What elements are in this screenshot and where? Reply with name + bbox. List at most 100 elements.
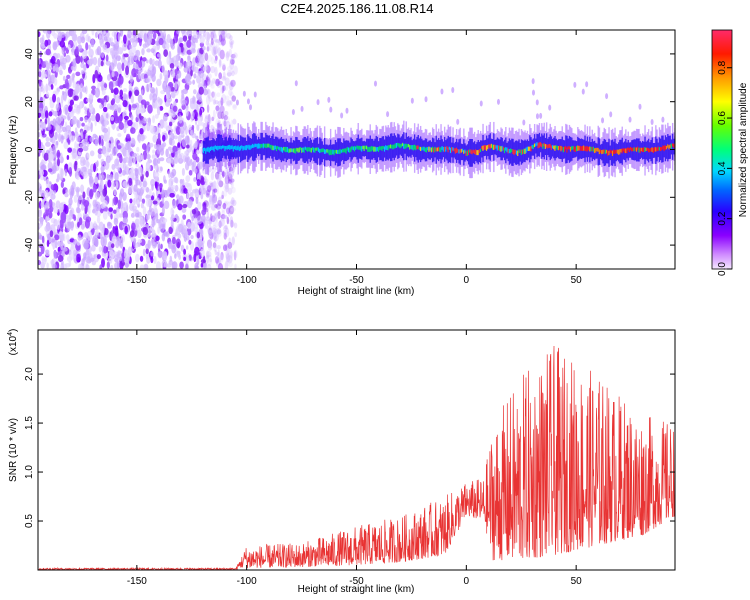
signal-core [434, 146, 436, 153]
noise-speckle [193, 177, 197, 182]
noise-speckle [231, 186, 236, 194]
noise-speckle [188, 239, 192, 245]
signal-core [519, 149, 522, 153]
noise-speckle [212, 99, 216, 105]
noise-speckle [52, 93, 57, 103]
noise-speckle [190, 115, 194, 123]
noise-speckle [113, 87, 119, 95]
noise-speckle [231, 199, 237, 207]
signal-core [398, 143, 400, 148]
noise-speckle [213, 46, 218, 55]
noise-speckle [210, 31, 215, 40]
noise-speckle [125, 65, 129, 76]
noise-speckle [100, 158, 105, 166]
noise-speckle [132, 156, 136, 165]
noise-speckle [55, 103, 60, 112]
noise-speckle [111, 50, 115, 56]
noise-speckle [132, 208, 138, 214]
noise-speckle [92, 74, 96, 84]
signal-core [502, 146, 505, 151]
noise-speckle [168, 181, 172, 188]
noise-speckle [142, 248, 146, 257]
noise-speckle [230, 40, 234, 50]
signal-core [262, 143, 265, 149]
signal-core [231, 145, 234, 149]
noise-speckle [224, 260, 229, 269]
noise-speckle [215, 216, 218, 223]
signal-core [249, 145, 252, 150]
noise-speckle [224, 224, 228, 230]
signal-core [667, 144, 669, 148]
noise-speckle [223, 168, 229, 178]
noise-speckle [169, 63, 175, 69]
noise-speckle [59, 40, 66, 48]
noise-speckle [197, 238, 203, 248]
signal-core [357, 145, 360, 150]
noise-speckle [213, 45, 219, 54]
noise-speckle [214, 55, 218, 61]
noise-speckle [208, 217, 212, 225]
noise-speckle [211, 184, 217, 192]
noise-speckle [43, 152, 49, 161]
noise-speckle [210, 171, 215, 181]
noise-speckle [196, 231, 201, 239]
noise-speckle [187, 221, 192, 230]
signal-band [241, 136, 243, 162]
noise-speckle [226, 171, 230, 177]
noise-speckle [103, 234, 108, 240]
noise-speckle [229, 35, 233, 41]
signal-core [274, 145, 277, 150]
signal-core [343, 148, 345, 153]
colorbar: 0.00.20.40.60.8 Normalized spectral ampl… [711, 29, 749, 276]
noise-speckle [38, 57, 41, 66]
signal-core [655, 147, 657, 152]
noise-speckle [218, 80, 223, 86]
noise-speckle [40, 165, 46, 170]
noise-speckle [211, 91, 215, 98]
noise-speckle [104, 118, 108, 128]
signal-core [259, 143, 261, 149]
signal-core [607, 150, 609, 156]
noise-speckle [218, 160, 222, 170]
noise-speckle [222, 214, 228, 219]
signal-speckle [242, 90, 246, 97]
noise-speckle [139, 255, 144, 262]
noise-speckle [102, 211, 108, 220]
noise-speckle [228, 254, 233, 262]
noise-speckle [51, 165, 57, 174]
noise-speckle [45, 201, 50, 206]
noise-speckle [184, 135, 190, 144]
noise-speckle [195, 37, 199, 44]
noise-speckle [218, 40, 224, 46]
signal-core [663, 145, 666, 152]
signal-core [543, 142, 546, 147]
noise-speckle [194, 246, 200, 256]
signal-core [643, 147, 645, 152]
signal-core [597, 147, 600, 152]
noise-speckle [150, 251, 154, 257]
signal-core [542, 143, 544, 149]
noise-speckle [211, 224, 218, 234]
signal-core [457, 148, 459, 153]
noise-speckle [206, 116, 212, 125]
noise-speckle [47, 161, 53, 171]
noise-speckle [99, 98, 105, 104]
noise-speckle [225, 100, 231, 107]
signal-core [211, 146, 213, 151]
noise-speckle [63, 141, 69, 150]
noise-speckle [221, 216, 225, 222]
noise-speckle [134, 212, 140, 218]
signal-core [230, 145, 232, 150]
noise-speckle [38, 31, 41, 37]
noise-speckle [204, 180, 208, 186]
noise-speckle [218, 72, 222, 80]
noise-speckle [42, 96, 46, 102]
noise-speckle [134, 169, 139, 177]
noise-speckle [65, 82, 70, 90]
signal-core [520, 149, 523, 155]
noise-speckle [156, 106, 161, 116]
noise-speckle [113, 196, 118, 206]
noise-speckle [221, 31, 226, 41]
noise-speckle [228, 167, 235, 178]
noise-speckle [197, 201, 202, 210]
